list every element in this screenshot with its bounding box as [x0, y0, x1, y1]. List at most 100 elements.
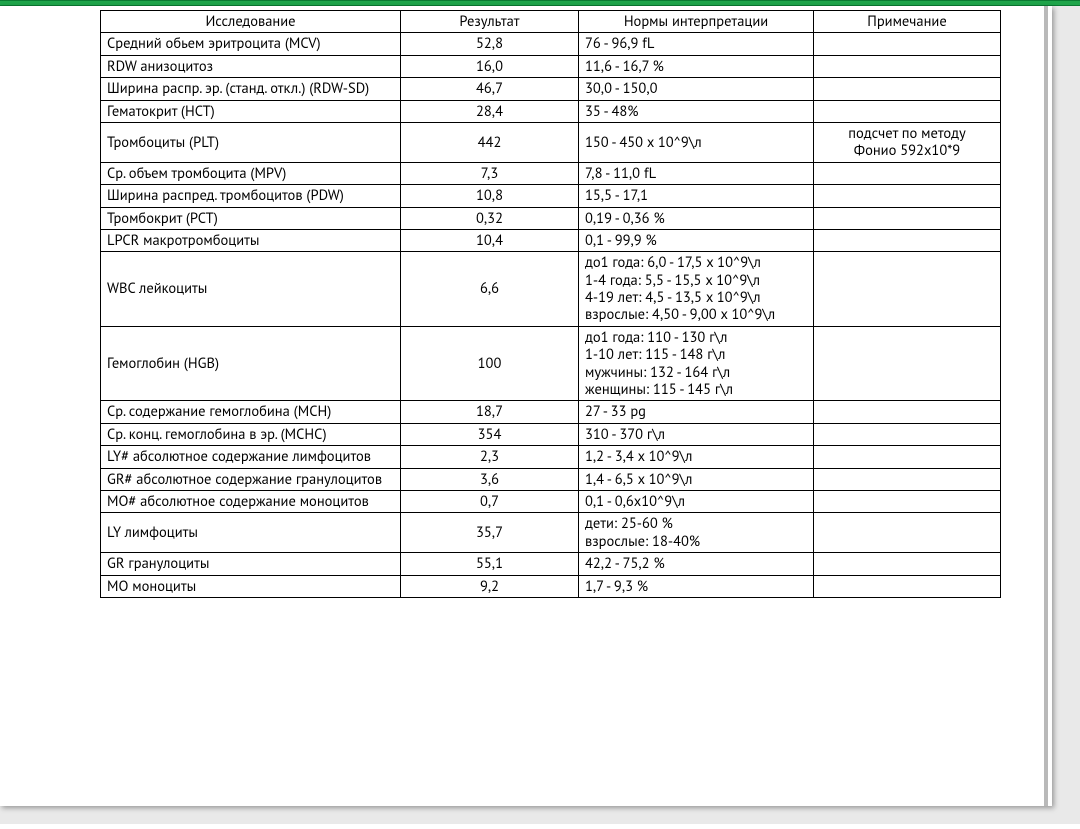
- cell-note: [814, 33, 1001, 55]
- cell-note: [814, 446, 1001, 468]
- cell-norms: 0,1 - 99,9 %: [579, 229, 814, 251]
- cell-result: 100: [401, 326, 579, 401]
- cell-test: Ширина распред. тромбоцитов (PDW): [101, 185, 401, 207]
- cell-norms: 76 - 96,9 fL: [579, 33, 814, 55]
- cell-result: 28,4: [401, 100, 579, 122]
- table-row: Ср. конц. гемоглобина в эр. (MCHC)354310…: [101, 423, 1001, 445]
- table-row: MO моноциты9,21,7 - 9,3 %: [101, 575, 1001, 597]
- cell-note: [814, 100, 1001, 122]
- col-header-result: Результат: [401, 11, 579, 33]
- cell-note: [814, 55, 1001, 77]
- cell-test: Гемоглобин (HGB): [101, 326, 401, 401]
- cell-norms: 35 - 48%: [579, 100, 814, 122]
- cell-result: 9,2: [401, 575, 579, 597]
- cell-norms: 1,2 - 3,4 х 10^9\л: [579, 446, 814, 468]
- cell-test: Гематокрит (HCT): [101, 100, 401, 122]
- cell-norms: 1,7 - 9,3 %: [579, 575, 814, 597]
- cell-norms: 1,4 - 6,5 х 10^9\л: [579, 468, 814, 490]
- table-row: LY# абсолютное содержание лимфоцитов2,31…: [101, 446, 1001, 468]
- cell-note: [814, 162, 1001, 184]
- cell-result: 442: [401, 122, 579, 162]
- cell-norms: 11,6 - 16,7 %: [579, 55, 814, 77]
- cell-norms: до1 года: 110 - 130 г\л 1-10 лет: 115 - …: [579, 326, 814, 401]
- cell-note: подсчет по методу Фонио 592х10*9: [814, 122, 1001, 162]
- cell-note: [814, 207, 1001, 229]
- table-row: Ср. объем тромбоцита (MPV)7,37,8 - 11,0 …: [101, 162, 1001, 184]
- document-page: Исследование Результат Нормы интерпретац…: [0, 6, 1052, 806]
- cell-test: MO моноциты: [101, 575, 401, 597]
- cell-norms: 0,1 - 0,6х10^9\л: [579, 490, 814, 512]
- cell-test: RDW анизоцитоз: [101, 55, 401, 77]
- cell-test: Ср. конц. гемоглобина в эр. (MCHC): [101, 423, 401, 445]
- cell-note: [814, 468, 1001, 490]
- cell-result: 0,32: [401, 207, 579, 229]
- col-header-note: Примечание: [814, 11, 1001, 33]
- cell-result: 6,6: [401, 252, 579, 327]
- table-row: Тромбокрит (PCT)0,320,19 - 0,36 %: [101, 207, 1001, 229]
- cell-norms: 0,19 - 0,36 %: [579, 207, 814, 229]
- table-header-row: Исследование Результат Нормы интерпретац…: [101, 11, 1001, 33]
- table-row: Тромбоциты (PLT)442150 - 450 х 10^9\лпод…: [101, 122, 1001, 162]
- table-row: LPCR макротромбоциты10,40,1 - 99,9 %: [101, 229, 1001, 251]
- table-row: Гематокрит (HCT)28,435 - 48%: [101, 100, 1001, 122]
- table-row: Ширина распред. тромбоцитов (PDW)10,815,…: [101, 185, 1001, 207]
- cell-note: [814, 229, 1001, 251]
- cell-note: [814, 513, 1001, 553]
- cell-note: [814, 575, 1001, 597]
- table-row: Средний обьем эритроцита (MCV)52,876 - 9…: [101, 33, 1001, 55]
- cell-test: Тромбокрит (PCT): [101, 207, 401, 229]
- table-row: GR# абсолютное содержание гранулоцитов3,…: [101, 468, 1001, 490]
- table-container: Исследование Результат Нормы интерпретац…: [0, 6, 1052, 598]
- table-row: GR гранулоциты55,142,2 - 75,2 %: [101, 553, 1001, 575]
- cell-test: Тромбоциты (PLT): [101, 122, 401, 162]
- cell-result: 35,7: [401, 513, 579, 553]
- col-header-test: Исследование: [101, 11, 401, 33]
- cell-norms: 42,2 - 75,2 %: [579, 553, 814, 575]
- cell-note: [814, 78, 1001, 100]
- cell-note: [814, 185, 1001, 207]
- table-row: Гемоглобин (HGB)100до1 года: 110 - 130 г…: [101, 326, 1001, 401]
- cell-result: 55,1: [401, 553, 579, 575]
- cell-norms: 7,8 - 11,0 fL: [579, 162, 814, 184]
- cell-test: Средний обьем эритроцита (MCV): [101, 33, 401, 55]
- cell-norms: 15,5 - 17,1: [579, 185, 814, 207]
- table-row: WBC лейкоциты6,6до1 года: 6,0 - 17,5 х 1…: [101, 252, 1001, 327]
- cell-norms: дети: 25-60 % взрослые: 18-40%: [579, 513, 814, 553]
- cell-test: WBC лейкоциты: [101, 252, 401, 327]
- cell-result: 2,3: [401, 446, 579, 468]
- table-row: Ср. содержание гемоглобина (MCH)18,727 -…: [101, 401, 1001, 423]
- cell-norms: до1 года: 6,0 - 17,5 х 10^9\л 1-4 года: …: [579, 252, 814, 327]
- cell-norms: 30,0 - 150,0: [579, 78, 814, 100]
- table-row: LY лимфоциты35,7дети: 25-60 % взрослые: …: [101, 513, 1001, 553]
- cell-test: LY# абсолютное содержание лимфоцитов: [101, 446, 401, 468]
- cell-norms: 310 - 370 г\л: [579, 423, 814, 445]
- cell-note: [814, 326, 1001, 401]
- col-header-norms: Нормы интерпретации: [579, 11, 814, 33]
- lab-results-table: Исследование Результат Нормы интерпретац…: [100, 10, 1001, 598]
- cell-test: LPCR макротромбоциты: [101, 229, 401, 251]
- table-row: RDW анизоцитоз16,011,6 - 16,7 %: [101, 55, 1001, 77]
- cell-test: MO# абсолютное содержание моноцитов: [101, 490, 401, 512]
- cell-result: 7,3: [401, 162, 579, 184]
- cell-result: 354: [401, 423, 579, 445]
- cell-test: Ширина распр. эр. (станд. откл.) (RDW-SD…: [101, 78, 401, 100]
- cell-note: [814, 401, 1001, 423]
- cell-result: 10,8: [401, 185, 579, 207]
- cell-note: [814, 490, 1001, 512]
- cell-test: LY лимфоциты: [101, 513, 401, 553]
- cell-norms: 150 - 450 х 10^9\л: [579, 122, 814, 162]
- cell-test: GR гранулоциты: [101, 553, 401, 575]
- table-body: Средний обьем эритроцита (MCV)52,876 - 9…: [101, 33, 1001, 598]
- cell-test: GR# абсолютное содержание гранулоцитов: [101, 468, 401, 490]
- cell-result: 16,0: [401, 55, 579, 77]
- cell-note: [814, 553, 1001, 575]
- cell-result: 10,4: [401, 229, 579, 251]
- cell-note: [814, 252, 1001, 327]
- cell-result: 18,7: [401, 401, 579, 423]
- cell-test: Ср. объем тромбоцита (MPV): [101, 162, 401, 184]
- table-row: MO# абсолютное содержание моноцитов0,70,…: [101, 490, 1001, 512]
- cell-result: 52,8: [401, 33, 579, 55]
- cell-result: 46,7: [401, 78, 579, 100]
- cell-result: 0,7: [401, 490, 579, 512]
- table-row: Ширина распр. эр. (станд. откл.) (RDW-SD…: [101, 78, 1001, 100]
